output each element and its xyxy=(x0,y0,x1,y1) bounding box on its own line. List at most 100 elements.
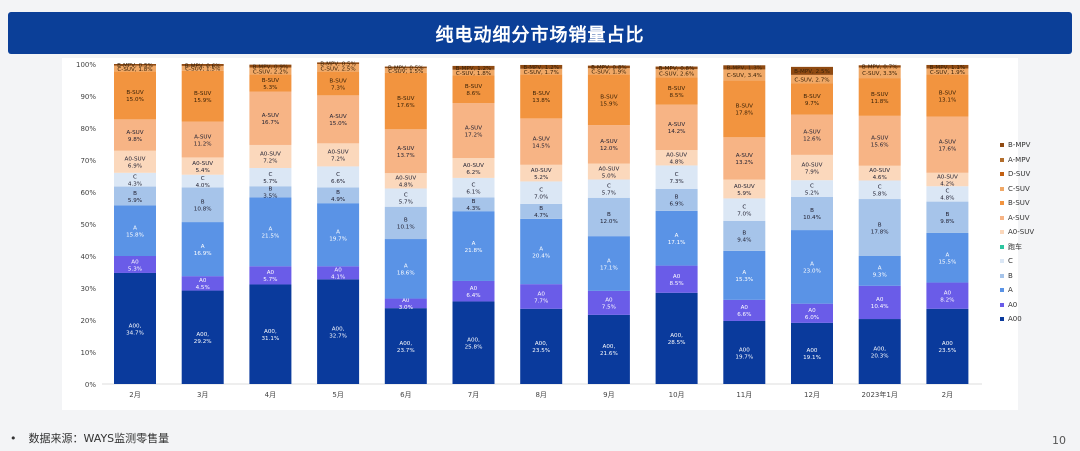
bar-data-label: A0 xyxy=(808,308,816,314)
bar-data-label: 19.7% xyxy=(735,354,753,360)
bar-segment xyxy=(655,150,698,166)
bar-data-label: C xyxy=(810,183,814,189)
bar-data-label: 4.7% xyxy=(534,213,548,219)
bar-data-label: A xyxy=(133,226,137,232)
x-tick-label: 11月 xyxy=(736,391,752,399)
bar-segment xyxy=(452,301,495,384)
bar-segment xyxy=(655,265,698,293)
bar-segment xyxy=(452,197,495,212)
bar-segment xyxy=(452,75,495,104)
bar-segment xyxy=(926,308,969,384)
bar-data-label: 5.9% xyxy=(128,198,142,204)
bar-data-label: 20.4% xyxy=(532,253,550,259)
bar-data-label: C xyxy=(675,172,679,178)
bar-data-label: 9.4% xyxy=(737,238,751,244)
bar-segment xyxy=(181,157,224,175)
legend-label: A0 xyxy=(1008,300,1018,309)
bar-data-label: A00, xyxy=(129,323,142,329)
bar-data-label: C-SUV, 3.4% xyxy=(727,73,762,79)
bar-data-label: 5.8% xyxy=(873,192,887,198)
bar-data-label: C-SUV, 2.5% xyxy=(321,66,356,72)
bar-data-label: 23.5% xyxy=(532,348,550,354)
bar-segment xyxy=(926,64,969,69)
bar-segment xyxy=(926,116,969,173)
bar-data-label: C-SUV, 2.7% xyxy=(794,78,829,84)
bar-segment xyxy=(317,187,360,204)
legend-label: C xyxy=(1008,257,1013,266)
bar-segment xyxy=(384,298,427,309)
bar-segment xyxy=(114,186,156,206)
bar-data-label: 15.5% xyxy=(939,260,957,266)
bar-segment xyxy=(791,180,833,197)
bar-data-label: A00 xyxy=(807,348,818,354)
bar-data-label: C-SUV, 1.5% xyxy=(388,69,423,75)
legend-label: B-MPV xyxy=(1008,141,1031,150)
bar-data-label: 6.2% xyxy=(466,170,480,176)
bar-data-label: 4.3% xyxy=(466,206,480,212)
bar-segment xyxy=(926,172,969,187)
bar-segment xyxy=(723,220,766,251)
legend-label: B-SUV xyxy=(1008,199,1030,208)
bar-data-label: 20.3% xyxy=(871,353,889,359)
bar-data-label: 8.5% xyxy=(669,93,683,99)
bar-segment xyxy=(858,180,901,200)
bar-segment xyxy=(926,282,969,309)
y-tick-label: 20% xyxy=(80,317,96,325)
legend-swatch xyxy=(1000,143,1004,148)
bar-segment xyxy=(520,164,563,182)
bar-data-label: B-MPV, 0.8% xyxy=(591,65,627,71)
bar-data-label: 5.2% xyxy=(534,175,548,181)
bar-data-label: 9.3% xyxy=(873,273,887,279)
bar-segment xyxy=(520,118,563,165)
bar-segment xyxy=(249,74,292,92)
bar-data-label: B-SUV xyxy=(803,94,821,100)
bar-data-label: 15.8% xyxy=(126,233,144,239)
bar-data-label: A-SUV xyxy=(736,153,753,159)
bar-data-label: A-SUV xyxy=(668,122,685,128)
bar-segment xyxy=(791,74,833,84)
bar-segment xyxy=(791,154,833,181)
bar-segment xyxy=(317,72,360,96)
bar-segment xyxy=(723,320,766,384)
bar-segment xyxy=(452,65,495,70)
y-tick-label: 50% xyxy=(80,221,96,229)
bar-segment xyxy=(520,308,563,384)
bar-segment xyxy=(791,230,833,304)
bar-segment xyxy=(181,290,224,384)
bar-data-label: 15.0% xyxy=(126,97,144,103)
bar-segment xyxy=(384,173,427,189)
bar-data-label: A0 xyxy=(334,268,342,274)
bar-segment xyxy=(723,250,766,300)
bar-segment xyxy=(858,199,901,256)
bar-data-label: 17.8% xyxy=(735,111,753,117)
legend-item: B-SUV xyxy=(1000,196,1076,211)
bar-data-label: B-MPV, 0.5% xyxy=(388,66,424,72)
bar-segment xyxy=(181,187,224,223)
legend-label: D-SUV xyxy=(1008,170,1031,179)
bar-data-label: C xyxy=(742,204,746,210)
bar-data-label: 7.0% xyxy=(534,194,548,200)
x-tick-label: 2023年1月 xyxy=(862,390,898,399)
bar-data-label: 15.9% xyxy=(194,98,212,104)
x-tick-label: 3月 xyxy=(197,391,208,399)
bar-data-label: 8.6% xyxy=(466,91,480,97)
bar-data-label: C xyxy=(133,174,137,180)
bar-data-label: 17.2% xyxy=(465,132,483,138)
bar-data-label: C-SUV, 2.2% xyxy=(253,69,288,75)
bar-segment xyxy=(520,74,563,119)
bar-segment xyxy=(858,65,901,68)
bar-segment xyxy=(587,314,630,384)
bar-data-label: 18.6% xyxy=(397,271,415,277)
y-tick-label: 90% xyxy=(80,93,96,101)
bar-segment xyxy=(858,165,901,181)
bar-data-label: 19.7% xyxy=(329,237,347,243)
bar-data-label: 5.7% xyxy=(399,199,413,205)
bar-segment xyxy=(452,69,495,76)
bar-data-label: 17.1% xyxy=(668,240,686,246)
bar-segment xyxy=(655,77,698,105)
legend-swatch xyxy=(1000,259,1004,264)
bullet-icon: • xyxy=(10,432,17,445)
bar-data-label: A0 xyxy=(199,278,207,284)
bar-data-label: 10.8% xyxy=(194,207,212,213)
bar-segment xyxy=(452,158,495,178)
